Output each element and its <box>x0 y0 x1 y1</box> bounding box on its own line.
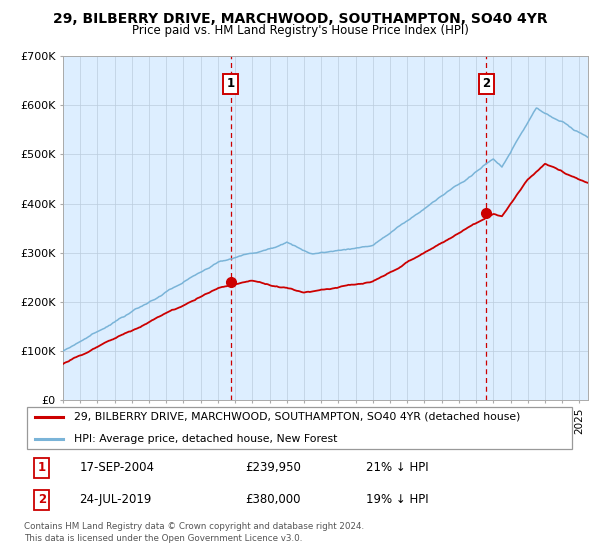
Text: £239,950: £239,950 <box>245 461 301 474</box>
Text: Contains HM Land Registry data © Crown copyright and database right 2024.
This d: Contains HM Land Registry data © Crown c… <box>24 522 364 543</box>
Text: 2: 2 <box>482 77 490 90</box>
FancyBboxPatch shape <box>27 407 572 449</box>
Text: 29, BILBERRY DRIVE, MARCHWOOD, SOUTHAMPTON, SO40 4YR (detached house): 29, BILBERRY DRIVE, MARCHWOOD, SOUTHAMPT… <box>74 412 520 422</box>
Text: 2: 2 <box>38 493 46 506</box>
Text: 21% ↓ HPI: 21% ↓ HPI <box>366 461 429 474</box>
Text: Price paid vs. HM Land Registry's House Price Index (HPI): Price paid vs. HM Land Registry's House … <box>131 24 469 37</box>
Text: 17-SEP-2004: 17-SEP-2004 <box>79 461 154 474</box>
Text: £380,000: £380,000 <box>245 493 301 506</box>
Text: 24-JUL-2019: 24-JUL-2019 <box>79 493 152 506</box>
Text: 19% ↓ HPI: 19% ↓ HPI <box>366 493 429 506</box>
Text: HPI: Average price, detached house, New Forest: HPI: Average price, detached house, New … <box>74 434 337 444</box>
Text: 1: 1 <box>227 77 235 90</box>
Text: 29, BILBERRY DRIVE, MARCHWOOD, SOUTHAMPTON, SO40 4YR: 29, BILBERRY DRIVE, MARCHWOOD, SOUTHAMPT… <box>53 12 547 26</box>
Text: 1: 1 <box>38 461 46 474</box>
